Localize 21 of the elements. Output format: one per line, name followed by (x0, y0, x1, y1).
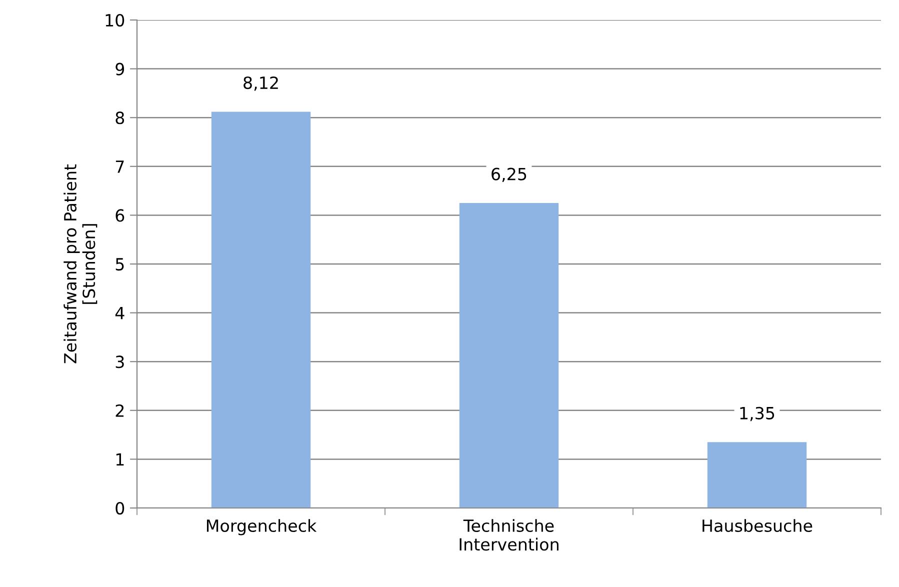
y-tick-label: 5 (116, 258, 124, 271)
y-tick-label: 4 (115, 306, 124, 320)
y-tick-label: 2 (116, 404, 124, 417)
x-tick-label: Morgencheck (206, 519, 317, 536)
y-tick-label: 0 (116, 502, 124, 515)
bar (707, 442, 807, 508)
y-tick-label: 10 (106, 14, 124, 27)
x-tick-label: Hausbesuche (702, 519, 812, 532)
data-label: 8,12 (244, 76, 278, 91)
y-tick-label: 7 (116, 160, 124, 173)
y-axis-title: Zeitaufwand pro Patient [Stunden] (64, 164, 98, 364)
x-tick-label: Technische Intervention (460, 519, 558, 551)
y-tick-label: 6 (116, 209, 124, 222)
data-label: 1,35 (740, 406, 774, 422)
data-label: 6,25 (492, 168, 526, 182)
y-tick-label: 1 (116, 453, 124, 466)
y-tick-label: 9 (116, 62, 124, 76)
bar (459, 203, 559, 508)
bar (211, 112, 311, 508)
y-tick-label: 8 (116, 112, 124, 124)
y-tick-label: 3 (116, 356, 124, 368)
